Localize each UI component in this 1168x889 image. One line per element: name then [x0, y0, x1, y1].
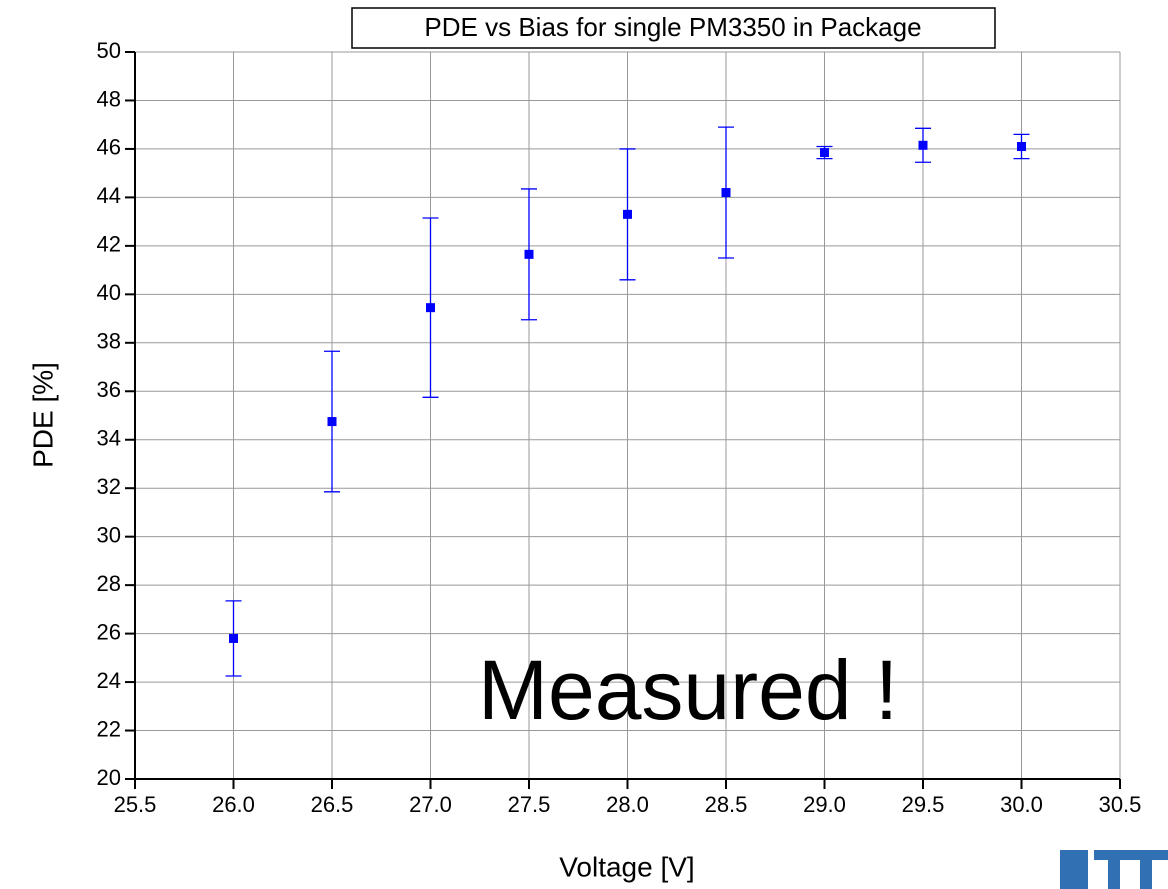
point [524, 249, 534, 259]
logo [1060, 850, 1168, 889]
y-tick-label: 30 [97, 522, 121, 547]
y-tick-label: 36 [97, 377, 121, 402]
x-tick-label: 26.5 [311, 792, 354, 817]
x-tick-label: 26.0 [212, 792, 255, 817]
y-tick-label: 40 [97, 280, 121, 305]
point [229, 633, 238, 643]
point [327, 417, 337, 427]
y-tick-label: 38 [97, 329, 121, 354]
x-tick-label: 29.0 [803, 792, 846, 817]
x-axis-label: Voltage [V] [559, 851, 694, 882]
point [426, 303, 435, 313]
point [721, 188, 731, 198]
y-tick-label: 46 [97, 135, 121, 160]
x-tick-label: 27.5 [508, 792, 551, 817]
annotation: Measured ! [478, 643, 898, 737]
y-tick-label: 34 [97, 426, 121, 451]
y-tick-label: 22 [97, 716, 121, 741]
y-tick-label: 26 [97, 619, 121, 644]
y-tick-label: 24 [97, 668, 121, 693]
y-tick-label: 28 [97, 571, 121, 596]
y-tick-label: 32 [97, 474, 121, 499]
y-tick-label: 20 [97, 765, 121, 790]
x-tick-label: 27.0 [409, 792, 452, 817]
chart-title: PDE vs Bias for single PM3350 in Package [424, 12, 921, 42]
point [820, 148, 829, 158]
x-tick-label: 28.0 [606, 792, 649, 817]
point [918, 140, 928, 150]
y-tick-label: 42 [97, 232, 121, 257]
x-tick-label: 30.0 [1000, 792, 1043, 817]
x-tick-label: 25.5 [114, 792, 157, 817]
y-tick-label: 44 [97, 183, 121, 208]
point [623, 209, 632, 219]
point [1017, 142, 1026, 152]
x-tick-label: 30.5 [1099, 792, 1142, 817]
y-axis-label: PDE [%] [27, 362, 58, 468]
x-tick-label: 28.5 [705, 792, 748, 817]
x-tick-label: 29.5 [902, 792, 945, 817]
y-tick-label: 48 [97, 86, 121, 111]
title-box [351, 7, 996, 49]
y-tick-label: 50 [97, 38, 121, 63]
